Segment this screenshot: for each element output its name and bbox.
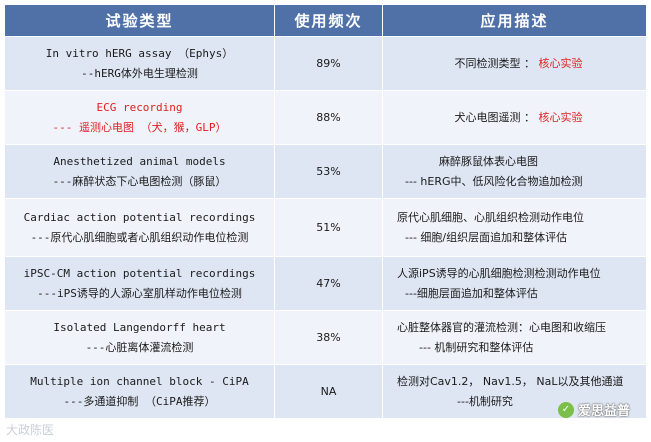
description-cell: 犬心电图遥测 ： 核心实验	[382, 90, 647, 145]
description-line-2: ---机制研究	[457, 394, 513, 408]
table-row: iPSC-CM action potential recordings ---i…	[4, 256, 647, 311]
description-cell: 检测对Cav1.2， Nav1.5， NaL以及其他通道 ---机制研究	[382, 364, 647, 419]
wechat-icon: ✓	[558, 401, 574, 418]
header-row: 试验类型 使用频次 应用描述	[4, 4, 647, 37]
description-line-2: --- 机制研究和整体评估	[419, 340, 534, 354]
description-cell: 人源iPS诱导的心肌细胞检测检测动作电位 ---细胞层面追加和整体评估	[382, 256, 647, 311]
model-name: Anesthetized animal models	[53, 154, 226, 168]
description-line-1: 检测对Cav1.2， Nav1.5， NaL以及其他通道	[397, 374, 624, 388]
core-experiment-tag: 核心实验	[538, 110, 583, 124]
description-text: 犬心电图遥测 ：	[454, 110, 536, 124]
model-name: ECG recording	[96, 100, 183, 114]
frequency-cell: 47%	[274, 256, 383, 311]
model-cell: Anesthetized animal models ---麻醉状态下心电图检测…	[4, 144, 275, 199]
model-cell: Multiple ion channel block - CiPA ---多通道…	[4, 364, 275, 419]
model-cell: Isolated Langendorff heart ---心脏离体灌流检测	[4, 310, 275, 365]
model-subtitle: --- 遥测心电图 （犬，猴，GLP）	[52, 120, 227, 134]
frequency-cell: 88%	[274, 90, 383, 145]
model-subtitle: ---麻醉状态下心电图检测（豚鼠）	[52, 174, 227, 188]
cardiac-safety-table: 试验类型 使用频次 应用描述 In vitro hERG assay （Ephy…	[4, 4, 647, 419]
table-row: ECG recording --- 遥测心电图 （犬，猴，GLP） 88% 犬心…	[4, 90, 647, 145]
model-cell: In vitro hERG assay （Ephys） --hERG体外电生理检…	[4, 36, 275, 91]
watermark-right-text: 爱思益普	[578, 404, 631, 419]
model-subtitle: --hERG体外电生理检测	[81, 66, 198, 80]
description-cell: 心脏整体器官的灌流检测：心电图和收缩压 --- 机制研究和整体评估	[382, 310, 647, 365]
table-row: Anesthetized animal models ---麻醉状态下心电图检测…	[4, 144, 647, 199]
table-row: Cardiac action potential recordings ---原…	[4, 198, 647, 257]
watermark-left: 大政陈医	[6, 423, 55, 437]
description-line-2: --- 细胞/组织层面追加和整体评估	[405, 230, 568, 244]
model-cell: Cardiac action potential recordings ---原…	[4, 198, 275, 257]
description-line-2: --- hERG中、低风险化合物追加检测	[405, 174, 583, 188]
description-line-1: 心脏整体器官的灌流检测：心电图和收缩压	[397, 320, 606, 334]
description-line-1: 人源iPS诱导的心肌细胞检测检测动作电位	[397, 266, 601, 280]
model-name: Isolated Langendorff heart	[53, 320, 226, 334]
header-description: 应用描述	[382, 4, 647, 37]
model-cell: iPSC-CM action potential recordings ---i…	[4, 256, 275, 311]
model-name: iPSC-CM action potential recordings	[23, 266, 256, 280]
description-cell: 不同检测类型 ： 核心实验	[382, 36, 647, 91]
watermark-right: ✓ 爱思益普	[558, 400, 630, 419]
frequency-cell: 89%	[274, 36, 383, 91]
table-row: In vitro hERG assay （Ephys） --hERG体外电生理检…	[4, 36, 647, 91]
frequency-cell: NA	[274, 364, 383, 419]
model-cell: ECG recording --- 遥测心电图 （犬，猴，GLP）	[4, 90, 275, 145]
model-subtitle: ---原代心肌细胞或者心肌组织动作电位检测	[30, 230, 249, 244]
model-subtitle: ---多通道抑制 （CiPA推荐）	[63, 394, 216, 408]
core-experiment-tag: 核心实验	[538, 56, 583, 70]
model-subtitle: ---心脏离体灌流检测	[85, 340, 194, 354]
description-cell: 原代心肌细胞、心肌组织检测动作电位 --- 细胞/组织层面追加和整体评估	[382, 198, 647, 257]
model-name: In vitro hERG assay （Ephys）	[45, 46, 234, 60]
frequency-cell: 53%	[274, 144, 383, 199]
frequency-cell: 38%	[274, 310, 383, 365]
model-subtitle: ---iPS诱导的人源心室肌样动作电位检测	[37, 286, 242, 300]
table-row: Isolated Langendorff heart ---心脏离体灌流检测 3…	[4, 310, 647, 365]
model-name: Multiple ion channel block - CiPA	[30, 374, 249, 388]
model-name: Cardiac action potential recordings	[23, 210, 256, 224]
header-model: 试验类型	[4, 4, 275, 37]
description-line-2: ---细胞层面追加和整体评估	[405, 286, 538, 300]
description-cell: 麻醉豚鼠体表心电图 --- hERG中、低风险化合物追加检测	[382, 144, 647, 199]
table-row: Multiple ion channel block - CiPA ---多通道…	[4, 364, 647, 419]
description-line-1: 原代心肌细胞、心肌组织检测动作电位	[397, 210, 584, 224]
frequency-cell: 51%	[274, 198, 383, 257]
header-frequency: 使用频次	[274, 4, 383, 37]
description-text: 不同检测类型 ：	[454, 56, 536, 70]
description-line-1: 麻醉豚鼠体表心电图	[439, 154, 538, 168]
